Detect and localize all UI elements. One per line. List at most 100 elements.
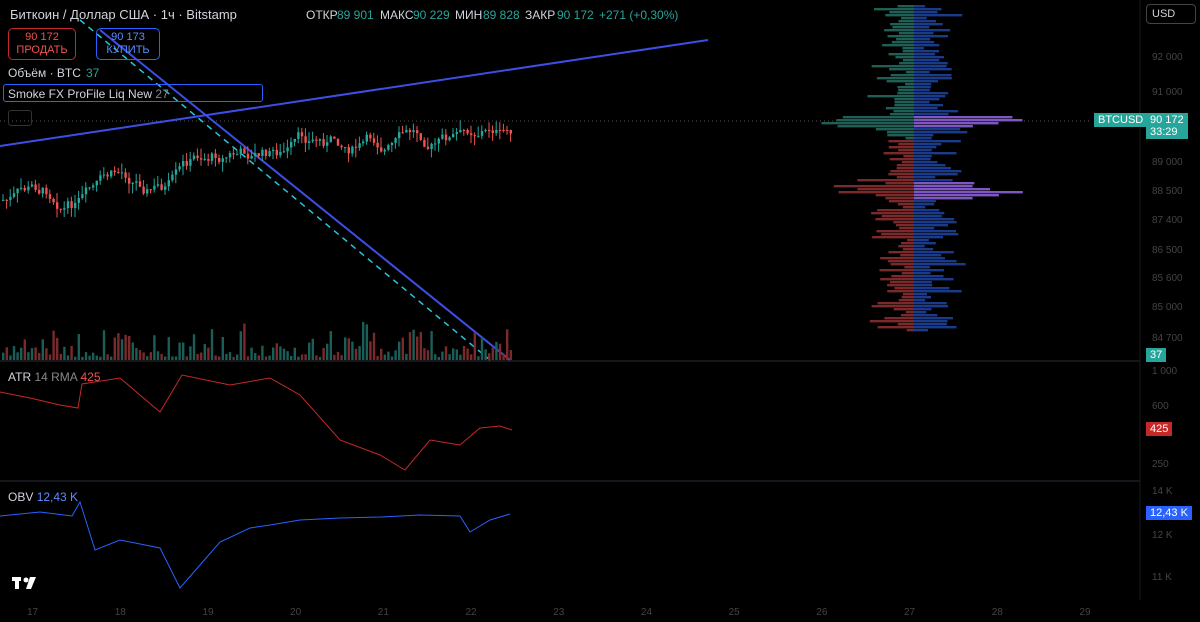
candle-body [102,174,106,176]
volume-tag: 37 [1146,348,1167,362]
profile-bar [914,173,958,176]
profile-bar [886,80,914,83]
volume-bar [498,343,502,360]
volume-bar [207,347,210,360]
candle-body [52,198,55,203]
profile-bar [914,155,932,158]
volume-bar [153,335,156,360]
volume-bar [358,346,361,360]
profile-bar [875,218,914,221]
profile-bar [875,128,914,131]
volume-bar [203,344,206,360]
atr-label: ATR [8,370,32,384]
sell-price: 90 172 [25,31,59,43]
profile-bar [914,212,945,215]
atr-axis-label: 1 000 [1152,366,1178,377]
volume-bar [41,339,44,360]
volume-bar [383,354,386,360]
volume-bar [254,353,257,360]
candle-body [372,138,376,143]
time-axis-label: 19 [202,607,214,618]
candle-body [243,148,246,154]
volume-bar [344,337,347,360]
ohlc-label: ЗАКР [525,8,556,22]
profile-bar [914,59,940,62]
profile-bar [880,278,914,281]
profile-bar [914,44,940,47]
profile-bar [890,263,914,266]
currency-select[interactable]: USD [1146,4,1197,24]
volume-bar [20,347,23,360]
volume-bar [160,353,163,360]
candle-body [196,155,199,159]
profile-bar [901,17,914,20]
profile-bar [898,89,914,92]
volume-bar [434,354,437,360]
profile-bar [914,119,1023,122]
profile-bar [914,98,940,101]
buy-button[interactable]: 90 173 КУПИТЬ [96,28,160,60]
candle-body [322,139,325,146]
profile-bar [905,83,914,86]
candle-body [506,130,509,131]
profile-bar [902,206,914,209]
volume-bar [495,341,498,360]
candle-body [448,137,451,141]
volume-bar [5,347,8,360]
profile-bar [914,176,936,179]
candle-body [225,157,228,159]
indicator-legend[interactable]: Smoke FX ProFile Liq New 27 [3,84,263,102]
ohlc-change: +271 (+0,30%) [599,8,679,22]
volume-bar [473,332,476,360]
profile-bar [914,191,1023,194]
profile-bar [899,227,914,230]
sell-button[interactable]: 90 172 ПРОДАТЬ [8,28,76,60]
profile-bar [914,137,932,140]
volume-bar [326,343,329,360]
volume-bar [290,355,293,360]
candle-body [128,177,131,184]
volume-bar [408,332,412,360]
candle-body [200,158,203,160]
candle-body [264,149,268,157]
volume-bar [412,329,415,360]
profile-bar [901,296,914,299]
volume-bar [239,331,242,360]
volume-bar [196,353,199,360]
profile-bar [914,125,973,128]
profile-bar [882,44,914,47]
candle-body [156,184,160,186]
profile-bar [914,131,968,134]
volume-bar [117,333,120,360]
volume-bar [300,354,304,360]
volume-bar [185,356,188,360]
volume-bar [444,346,448,360]
profile-bar [876,230,914,233]
profile-bar [914,254,942,257]
profile-bar [885,182,914,185]
profile-bar [914,65,947,68]
volume-bar [167,337,170,360]
profile-bar [888,260,914,263]
volume-bar [304,354,307,360]
candle-body [354,146,358,148]
candle-body [95,180,98,186]
profile-bar [914,284,933,287]
candle-body [297,132,300,139]
volume-bar [369,341,372,360]
candle-body [311,139,314,142]
candle-body [282,151,286,153]
profile-bar [914,302,947,305]
symbol-tag: BTCUSD [1094,113,1148,127]
candle-body [27,186,30,191]
volume-bar [77,334,80,360]
volume-value: 37 [86,66,100,80]
volume-bar [448,354,451,360]
candle-body [153,185,156,190]
profile-bar [897,323,914,326]
tradingview-logo [12,577,36,589]
collapse-button[interactable] [8,110,32,126]
profile-bar [887,134,914,137]
profile-bar [885,197,914,200]
